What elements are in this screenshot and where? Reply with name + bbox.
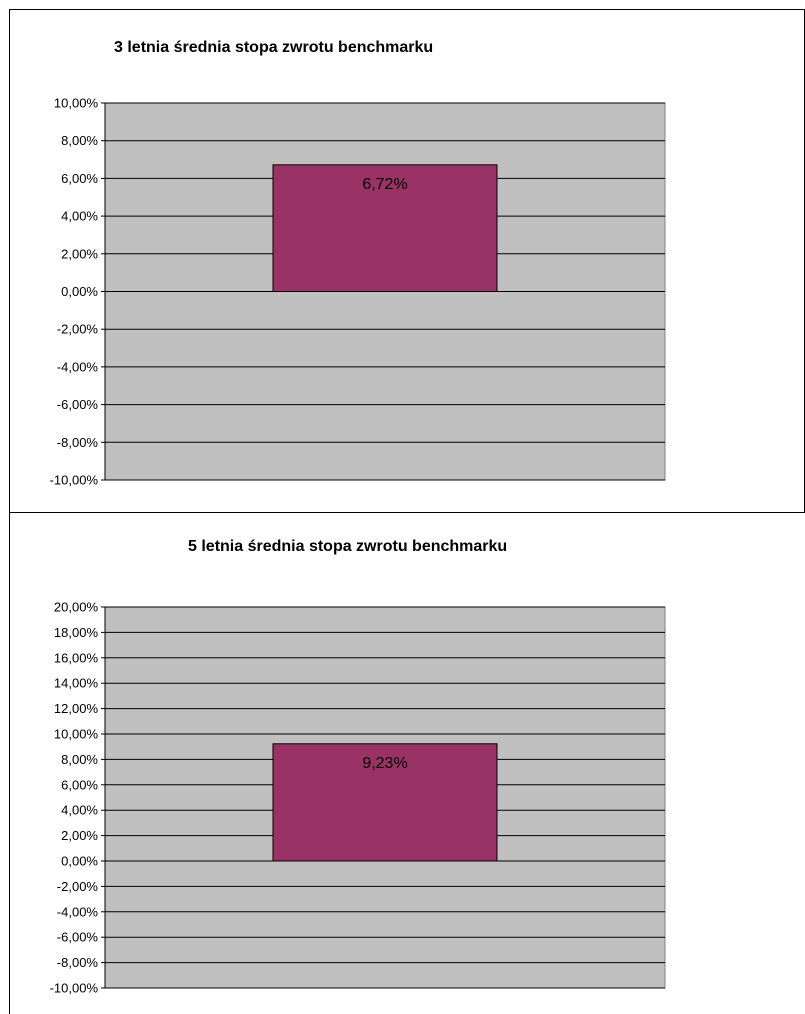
y-tick-label: 14,00%	[54, 676, 99, 691]
chart-3-year: 3 letnia średnia stopa zwrotu benchmarku…	[9, 9, 805, 513]
chart-plot: 20,00% 18,00% 16,00% 14,00% 12,00% 10,00% 8,00…	[50, 600, 666, 996]
y-tick-label: 6,00%	[61, 171, 98, 186]
y-tick-label: 12,00%	[54, 701, 99, 716]
bar	[272, 743, 498, 862]
y-tick-label: 4,00%	[61, 803, 98, 818]
chart-plot: 10,00% 8,00% 6,00% 4,00% 2,00% 0,00% -2,00% -4,…	[50, 96, 666, 488]
y-tick-label: -4,00%	[57, 359, 99, 374]
y-tick-label: -6,00%	[57, 930, 99, 945]
y-tick-label: -6,00%	[57, 397, 99, 412]
y-tick-label: 2,00%	[61, 246, 98, 261]
y-tick-label: 20,00%	[54, 600, 99, 615]
y-tick-label: 8,00%	[61, 133, 98, 148]
y-tick-label: 16,00%	[54, 650, 99, 665]
y-tick-label: -10,00%	[50, 981, 99, 996]
y-tick-label: 8,00%	[61, 752, 98, 767]
bar	[272, 164, 498, 292]
y-tick-label: -10,00%	[50, 473, 99, 488]
y-tick-label: -2,00%	[57, 879, 99, 894]
chart-5-year: 5 letnia średnia stopa zwrotu benchmarku…	[9, 513, 805, 1014]
y-tick-label: 2,00%	[61, 828, 98, 843]
chart-title: 5 letnia średnia stopa zwrotu benchmarku	[188, 538, 508, 555]
y-tick-label: 18,00%	[54, 625, 99, 640]
data-label: 9,23%	[362, 755, 407, 772]
data-label: 6,72%	[362, 176, 407, 193]
chart-title: 3 letnia średnia stopa zwrotu benchmarku	[114, 39, 434, 56]
y-tick-label: 0,00%	[61, 284, 98, 299]
y-tick-label: 0,00%	[61, 854, 98, 869]
y-tick-label: -8,00%	[57, 435, 99, 450]
y-tick-label: 6,00%	[61, 777, 98, 792]
y-tick-label: 10,00%	[54, 96, 99, 111]
y-tick-label: -8,00%	[57, 955, 99, 970]
y-tick-label: 4,00%	[61, 209, 98, 224]
y-tick-label: -4,00%	[57, 904, 99, 919]
y-tick-label: -2,00%	[57, 322, 99, 337]
y-tick-label: 10,00%	[54, 727, 99, 742]
